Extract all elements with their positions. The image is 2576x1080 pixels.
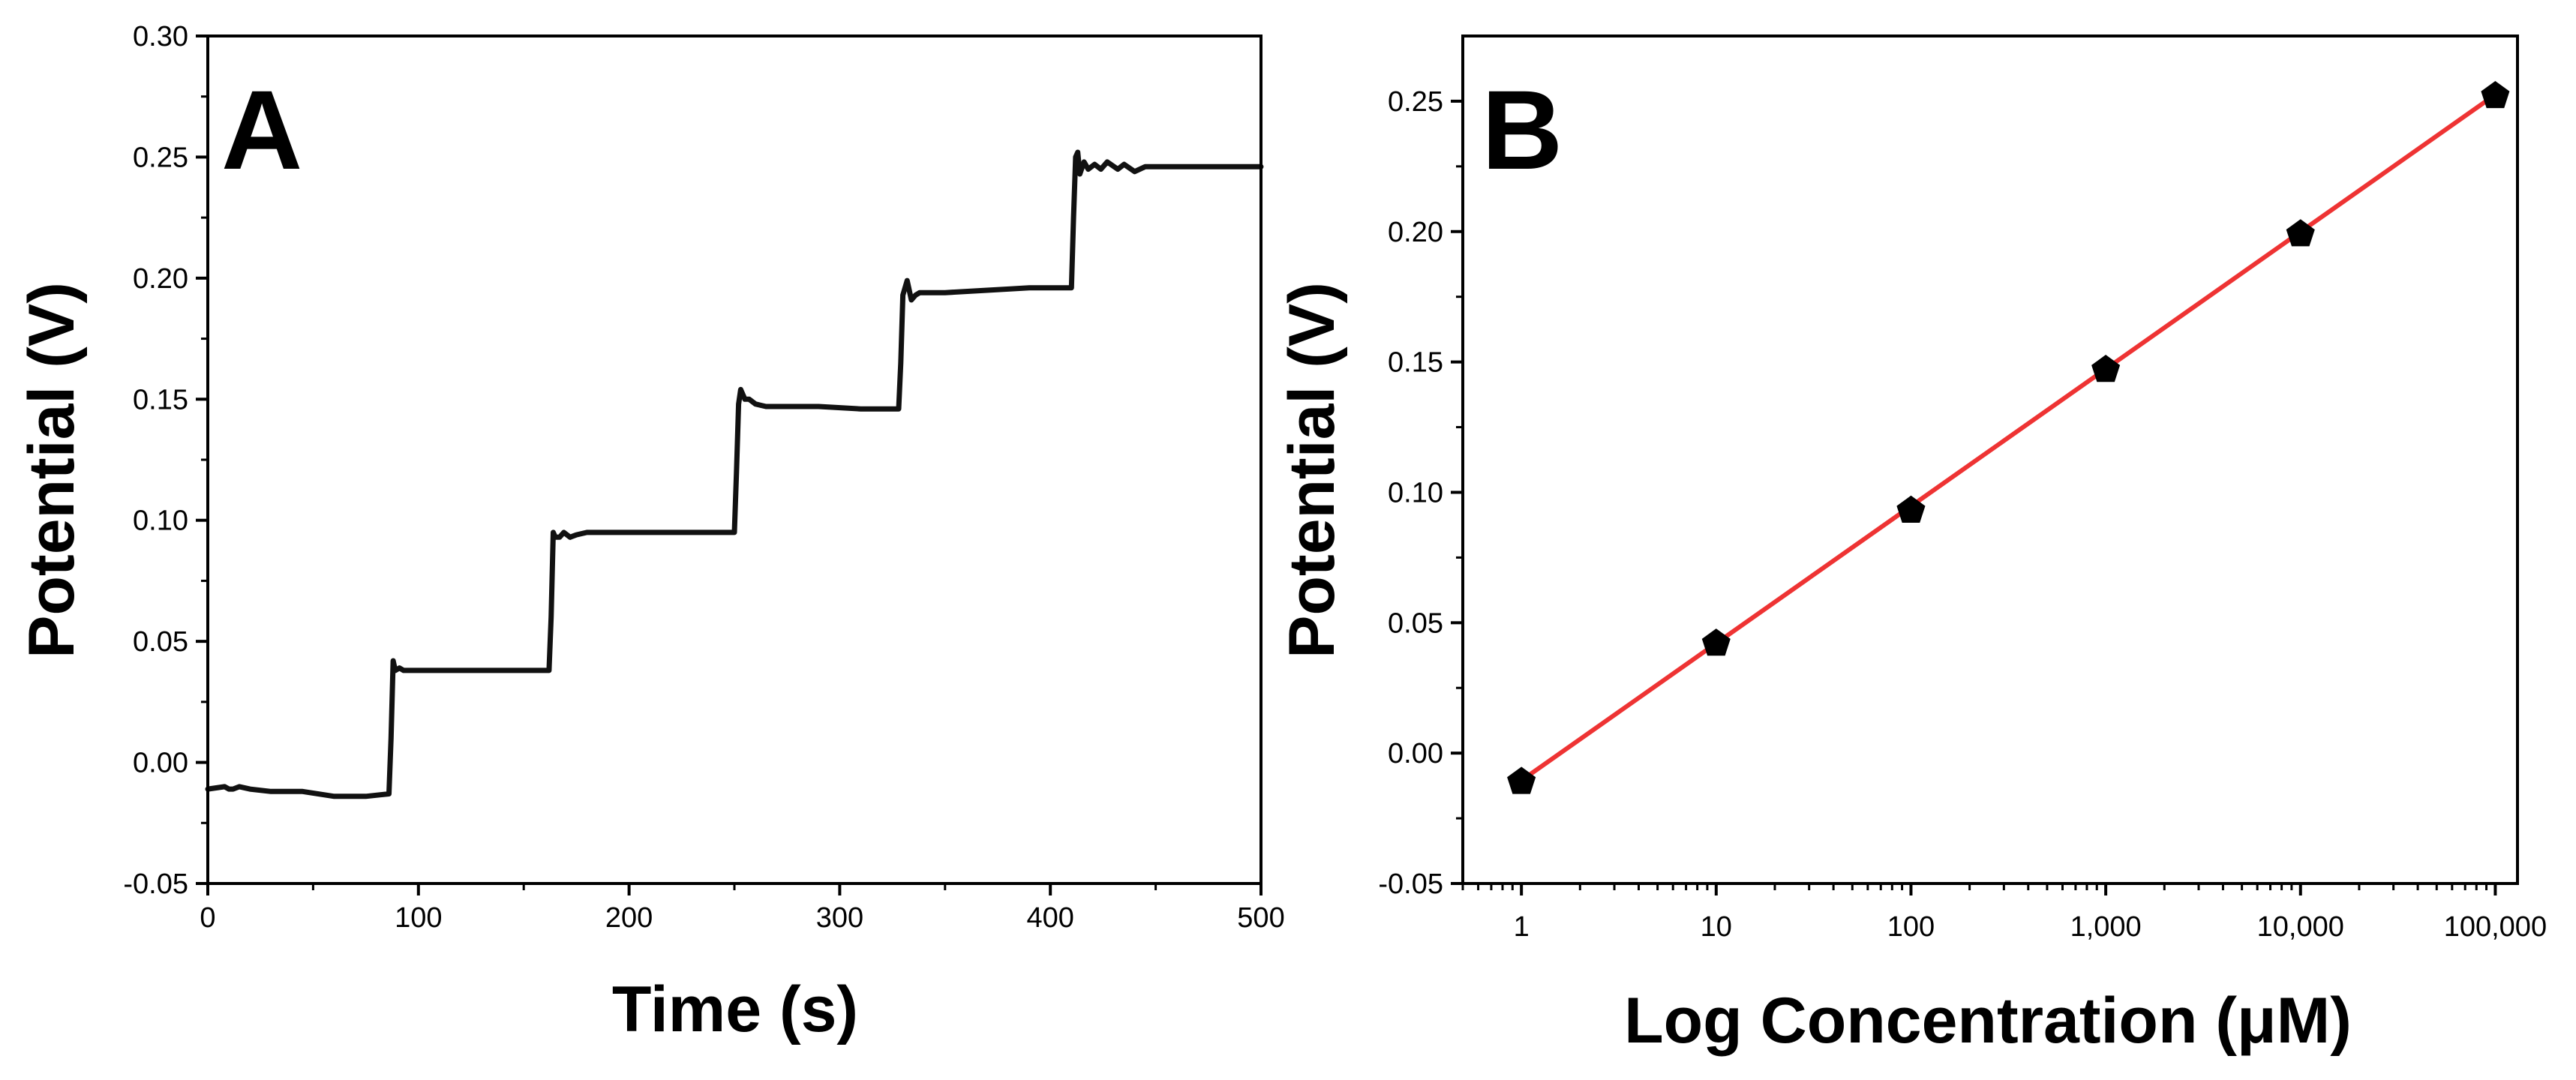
panel-a-y-tick-label: 0.20 — [133, 263, 188, 295]
panel-b-letter: B — [1482, 67, 1563, 193]
panel-b-y-tick-label: 0.05 — [1388, 608, 1443, 639]
panel-a-x-tick-label: 0 — [200, 902, 215, 934]
panel-b-y-tick-label: 0.00 — [1388, 738, 1443, 770]
panel-b-plot-frame — [1461, 34, 2519, 885]
panel-a-y-tick-label: -0.05 — [123, 868, 188, 900]
panel-a-potential-line — [205, 149, 1264, 800]
panel-a-letter: A — [221, 67, 302, 193]
panel-a-y-tick-label: 0.00 — [133, 748, 188, 779]
panel-a: A Time (s) Potential (V) 0 100 200 300 400 50… — [16, 21, 1285, 1046]
panel-b-y-axis-title: Potential (V) — [1276, 282, 1348, 658]
panel-b-x-tick-label: 10,000 — [2257, 911, 2344, 943]
panel-b-x-tick-label: 10 — [1701, 911, 1732, 943]
panel-b-x-axis-title: Log Concentration (μM) — [1624, 985, 2352, 1057]
panel-b-ticks: 1 10 100 1,000 10,000 100,000 -0.05 0.00 0.05 0.1… — [1378, 86, 2547, 943]
panel-a-ticks: 0 100 200 300 400 500 -0.05 0.00 0.05 0.10 0.15 0.2… — [123, 21, 1284, 934]
panel-b-data-point — [2481, 81, 2510, 109]
panel-b-x-tick-label: 100,000 — [2444, 911, 2547, 943]
panel-b-y-tick-label: -0.05 — [1378, 868, 1443, 900]
panel-a-x-tick-label: 500 — [1237, 902, 1284, 934]
panel-b-fit-line — [1520, 92, 2497, 783]
panel-b-x-tick-label: 1,000 — [2070, 911, 2142, 943]
panel-b-points — [1507, 81, 2510, 794]
panel-a-y-axis-title: Potential (V) — [16, 282, 88, 658]
panel-b-y-tick-label: 0.10 — [1388, 477, 1443, 508]
panel-a-y-tick-label: 0.10 — [133, 506, 188, 537]
panel-a-x-tick-label: 300 — [816, 902, 863, 934]
panel-b-x-tick-label: 100 — [1887, 911, 1935, 943]
panel-b: B Log Concentration (μM) Potential (V) 1… — [1276, 34, 2547, 1057]
panel-b-data-point — [1507, 766, 1536, 794]
panel-a-x-tick-label: 400 — [1026, 902, 1073, 934]
panel-b-data-point — [2286, 219, 2315, 247]
panel-b-y-tick-label: 0.20 — [1388, 217, 1443, 248]
panel-b-data-point — [1896, 495, 1926, 523]
panel-b-y-tick-label: 0.15 — [1388, 347, 1443, 379]
panel-b-data-point — [2091, 355, 2121, 382]
panel-a-y-tick-label: 0.05 — [133, 626, 188, 658]
panel-a-x-tick-label: 100 — [395, 902, 442, 934]
panel-b-x-tick-label: 1 — [1514, 911, 1530, 943]
panel-a-y-tick-label: 0.15 — [133, 384, 188, 416]
panel-a-plot-frame — [206, 34, 1262, 885]
panel-a-y-tick-label: 0.25 — [133, 142, 188, 173]
panel-a-x-tick-label: 200 — [605, 902, 653, 934]
panel-a-y-tick-label: 0.30 — [133, 21, 188, 52]
panel-b-data-point — [1701, 628, 1731, 656]
panel-b-y-tick-label: 0.25 — [1388, 86, 1443, 118]
panel-a-x-axis-title: Time (s) — [612, 974, 858, 1046]
